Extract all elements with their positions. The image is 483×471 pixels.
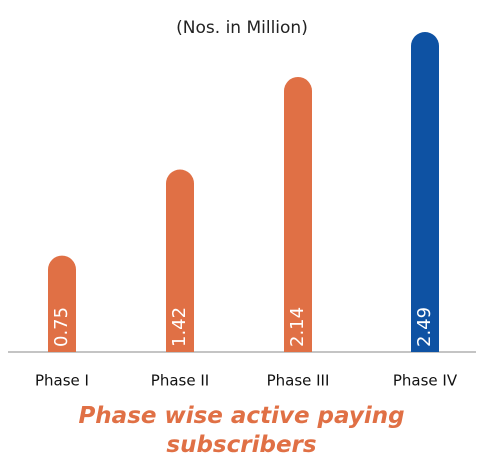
- bar: [48, 255, 76, 352]
- value-label: 2.49: [414, 307, 435, 347]
- value-label: 0.75: [51, 307, 72, 347]
- bar: [166, 169, 194, 352]
- x-tick-label: Phase IV: [393, 372, 458, 390]
- chart: (Nos. in Million) Phase I 0.75 Phase II 1.4…: [8, 18, 476, 390]
- value-label: 2.14: [287, 307, 308, 347]
- bar: [284, 76, 312, 353]
- x-tick-label: Phase II: [151, 372, 209, 390]
- chart-subtitle: (Nos. in Million): [176, 18, 308, 38]
- chart-title: Phase wise active paying subscribers: [78, 403, 405, 458]
- x-tick-label: Phase I: [35, 372, 89, 390]
- bar: [411, 32, 439, 352]
- x-tick-label: Phase III: [267, 372, 330, 390]
- value-label: 1.42: [169, 307, 190, 347]
